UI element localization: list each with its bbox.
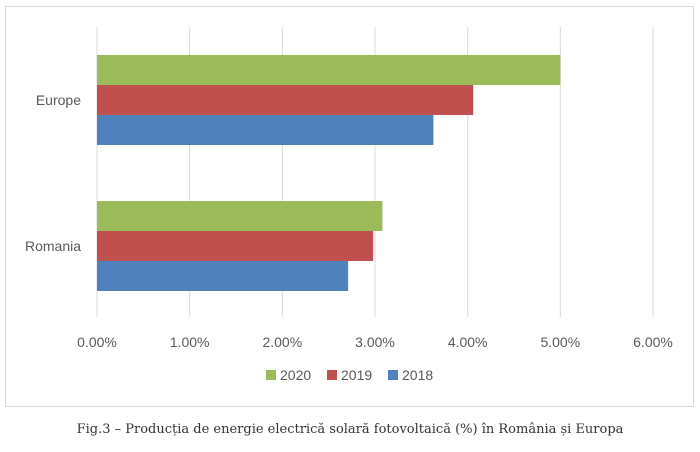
bars [97,55,561,291]
x-tick-label: 2.00% [262,334,302,350]
x-tick-label: 4.00% [448,334,488,350]
legend-label-2020: 2020 [280,367,311,383]
legend-label-2019: 2019 [341,367,372,383]
bar-chart: Europe Romania 0.00% 1.00% 2.00% 3.00% 4.00% 5… [25,27,673,383]
category-label-europe: Europe [36,92,81,108]
figure-caption: Fig.3 – Producția de energie electrică s… [76,422,624,437]
bar-europe-2019 [97,85,474,115]
legend-swatch-2019 [327,370,337,380]
legend: 2020 2019 2018 [266,367,433,383]
x-tick-label: 5.00% [540,334,580,350]
bar-romania-2018 [97,261,349,291]
bar-romania-2019 [97,231,374,261]
legend-swatch-2018 [388,370,398,380]
x-tick-labels: 0.00% 1.00% 2.00% 3.00% 4.00% 5.00% 6.00% [77,334,673,350]
bar-romania-2020 [97,201,383,231]
x-tick-label: 6.00% [633,334,673,350]
legend-label-2018: 2018 [402,367,433,383]
legend-swatch-2020 [266,370,276,380]
x-tick-label: 0.00% [77,334,117,350]
category-labels: Europe Romania [25,92,81,254]
x-tick-label: 1.00% [170,334,210,350]
x-tick-label: 3.00% [355,334,395,350]
category-label-romania: Romania [25,238,81,254]
bar-europe-2020 [97,55,561,85]
chart-frame: Europe Romania 0.00% 1.00% 2.00% 3.00% 4.00% 5… [5,6,694,407]
bar-europe-2018 [97,115,434,145]
